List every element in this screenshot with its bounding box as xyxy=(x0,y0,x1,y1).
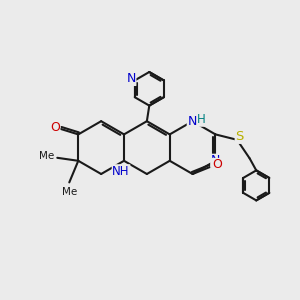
Text: O: O xyxy=(50,121,60,134)
Text: N: N xyxy=(211,154,220,167)
Text: Me: Me xyxy=(40,151,55,161)
Text: Me: Me xyxy=(62,187,77,197)
Text: S: S xyxy=(235,130,244,143)
Text: O: O xyxy=(212,158,222,172)
Text: N: N xyxy=(187,115,197,128)
Text: NH: NH xyxy=(112,165,130,178)
Text: N: N xyxy=(126,72,136,86)
Text: H: H xyxy=(197,113,206,126)
